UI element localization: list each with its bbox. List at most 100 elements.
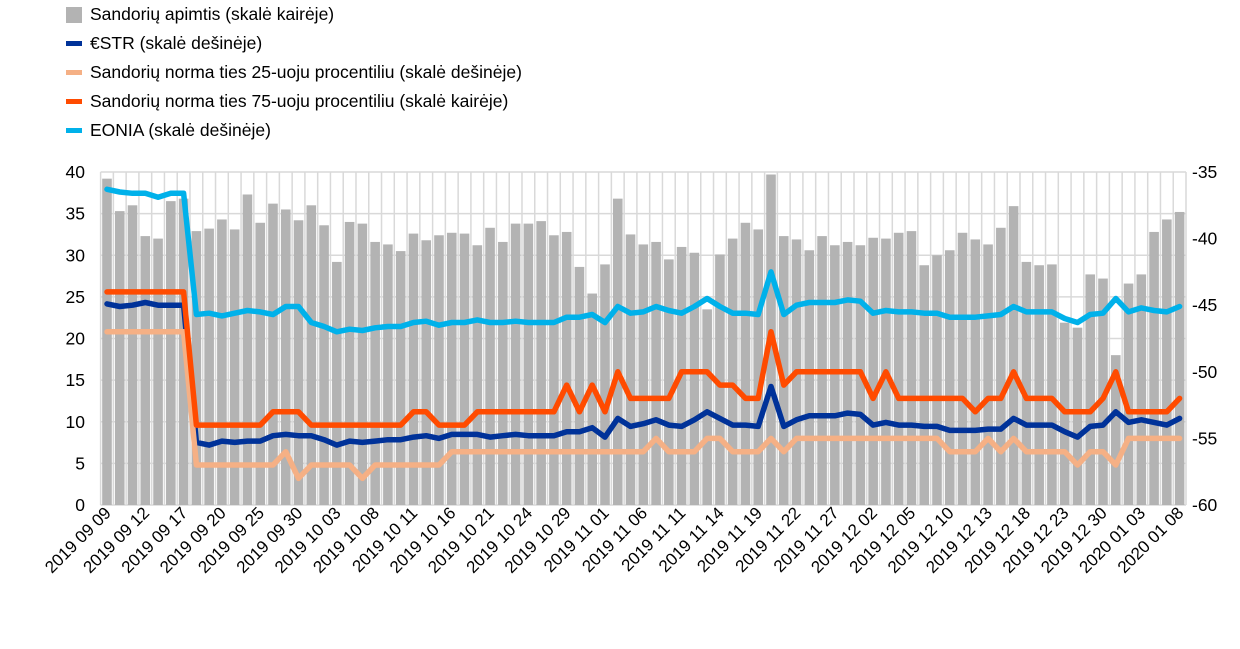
left-tick-label: 0 xyxy=(75,495,85,515)
bar xyxy=(944,250,955,505)
bar xyxy=(114,211,125,505)
bar xyxy=(472,245,483,505)
bar xyxy=(1162,219,1172,505)
bar xyxy=(510,223,521,506)
legend-item-eonia: EONIA (skalė dešinėje) xyxy=(66,116,271,145)
bar xyxy=(612,198,623,505)
bar xyxy=(1008,206,1019,505)
line-eonia xyxy=(104,186,1183,335)
bar xyxy=(332,261,342,505)
bar xyxy=(715,254,725,505)
bar xyxy=(383,244,393,506)
bar xyxy=(357,223,368,506)
legend-label: Sandorių norma ties 25-uoju procentiliu … xyxy=(90,62,522,82)
left-tick-label: 5 xyxy=(75,453,85,473)
bar xyxy=(893,232,904,505)
legend-marker xyxy=(66,41,82,46)
right-tick-label: -60 xyxy=(1192,495,1218,515)
bar xyxy=(983,244,993,506)
bar xyxy=(970,239,981,505)
bar xyxy=(102,178,112,505)
bar xyxy=(242,194,253,506)
bar xyxy=(280,209,291,505)
bar xyxy=(1034,265,1044,505)
legend-label: €STR (skalė dešinėje) xyxy=(90,33,263,53)
left-tick-label: 40 xyxy=(66,162,86,182)
bar xyxy=(140,236,151,506)
left-tick-label: 10 xyxy=(66,412,86,432)
legend-marker xyxy=(66,99,82,104)
bar xyxy=(1021,261,1032,505)
bar xyxy=(1123,283,1134,505)
bar xyxy=(906,231,917,506)
bar xyxy=(1174,211,1185,505)
bar xyxy=(804,250,815,505)
bar xyxy=(1110,355,1121,505)
right-tick-label: -50 xyxy=(1192,362,1218,382)
legend-item-estr: €STR (skalė dešinėje) xyxy=(66,29,262,58)
bar xyxy=(306,205,317,506)
bar xyxy=(957,232,968,505)
bar xyxy=(574,266,585,505)
legend-label: Sandorių apimtis (skalė kairėje) xyxy=(90,4,335,24)
right-tick-label: -35 xyxy=(1192,162,1217,182)
bar xyxy=(485,227,495,505)
bar xyxy=(996,227,1006,505)
bar xyxy=(702,309,712,505)
bar xyxy=(434,235,444,505)
bar xyxy=(600,264,610,505)
bar xyxy=(1098,278,1108,505)
bar xyxy=(459,233,470,506)
bar xyxy=(255,222,266,505)
bar xyxy=(1047,264,1057,505)
bar xyxy=(523,223,534,506)
bar xyxy=(664,259,674,505)
bar xyxy=(370,241,380,505)
bar xyxy=(204,228,214,506)
left-tick-label: 20 xyxy=(66,329,86,349)
legend-label: EONIA (skalė dešinėje) xyxy=(90,120,271,140)
right-tick-label: -40 xyxy=(1192,229,1218,249)
legend-item-bars: Sandorių apimtis (skalė kairėje) xyxy=(66,0,334,29)
legend-label: Sandorių norma ties 75-uoju procentiliu … xyxy=(90,91,509,111)
bar xyxy=(217,219,227,505)
bar xyxy=(1072,327,1083,505)
bar xyxy=(549,235,559,505)
right-tick-label: -45 xyxy=(1192,295,1217,315)
bar xyxy=(536,221,546,505)
left-tick-label: 35 xyxy=(66,204,85,224)
left-tick-label: 25 xyxy=(66,287,85,307)
bar xyxy=(153,238,163,505)
line-estr xyxy=(104,299,1183,448)
bar xyxy=(740,222,751,505)
bar xyxy=(778,236,789,506)
right-tick-label: -55 xyxy=(1192,428,1217,448)
bar xyxy=(293,220,304,505)
left-tick-label: 15 xyxy=(66,370,85,390)
bar xyxy=(268,203,278,505)
bar xyxy=(830,245,840,505)
bar xyxy=(1149,231,1159,505)
bar xyxy=(229,229,240,505)
bar xyxy=(625,234,636,505)
bar xyxy=(166,201,176,505)
line-p75 xyxy=(104,289,1183,428)
line-p25 xyxy=(104,329,1183,482)
bar xyxy=(727,238,738,505)
bar xyxy=(191,231,202,506)
bar xyxy=(1085,274,1096,505)
legend-marker xyxy=(66,6,82,23)
legend-item-p25: Sandorių norma ties 25-uoju procentiliu … xyxy=(66,58,522,87)
bar xyxy=(1136,274,1147,505)
bar xyxy=(868,237,878,505)
bar xyxy=(498,241,508,505)
bar xyxy=(932,255,942,505)
bar xyxy=(421,240,432,505)
bar xyxy=(561,231,572,505)
bar xyxy=(319,225,329,505)
bar xyxy=(587,293,598,505)
bar xyxy=(919,265,930,505)
bar xyxy=(408,233,419,506)
bar xyxy=(638,244,649,506)
